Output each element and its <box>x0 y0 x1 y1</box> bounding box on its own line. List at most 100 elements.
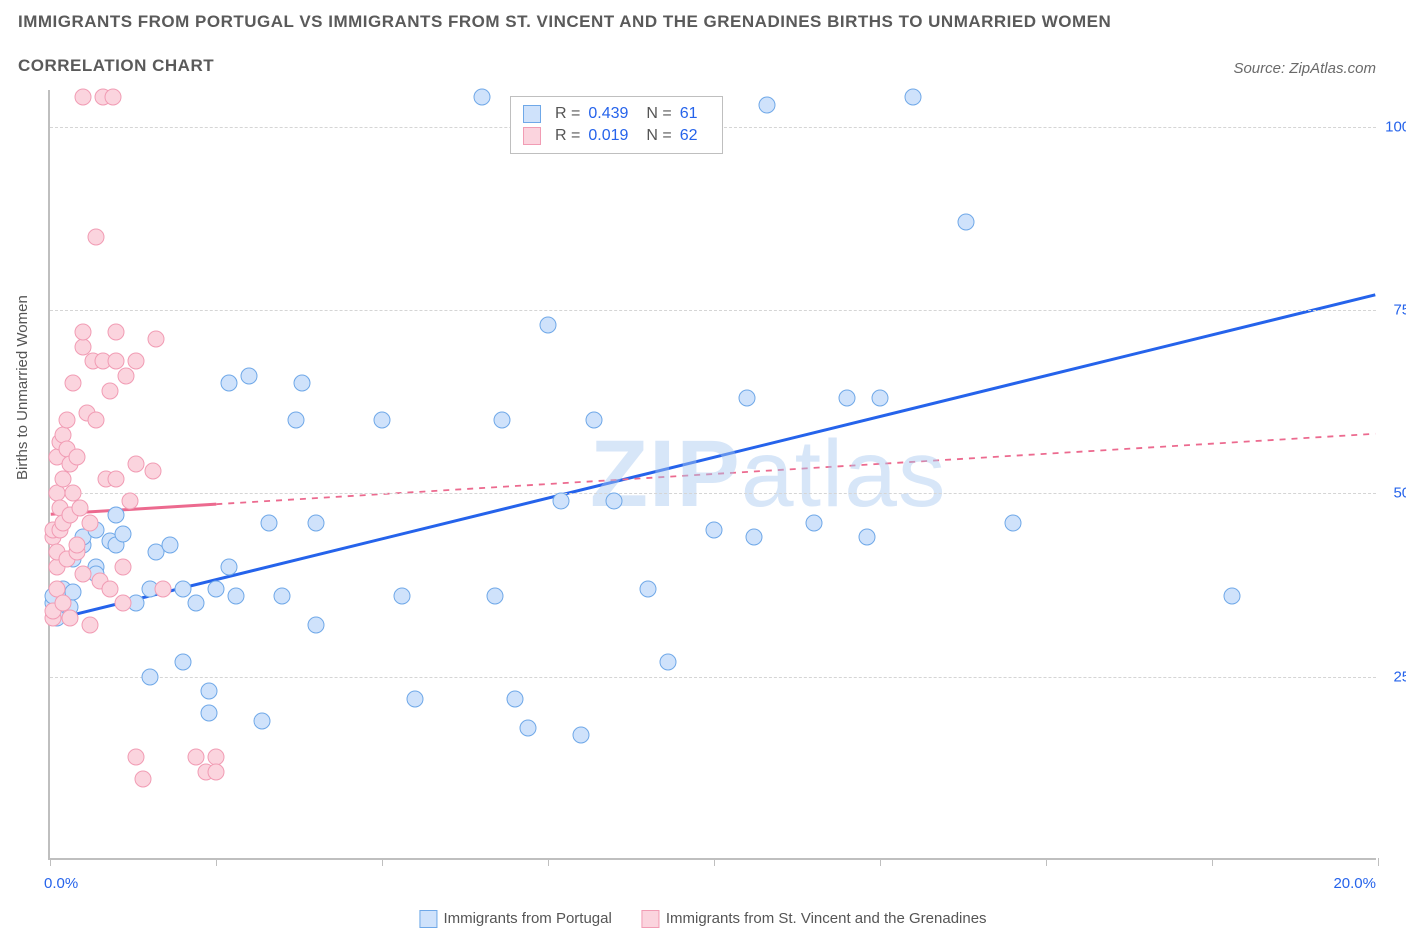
data-point <box>739 390 756 407</box>
y-tick-label: 100.0% <box>1381 118 1406 135</box>
data-point <box>374 412 391 429</box>
gridline <box>50 310 1376 311</box>
x-tick-label-max: 20.0% <box>1333 875 1376 892</box>
chart-plot-area: ZIPatlas 25.0%50.0%75.0%100.0% <box>48 90 1376 860</box>
data-point <box>108 470 125 487</box>
data-point <box>486 588 503 605</box>
data-point <box>221 375 238 392</box>
data-point <box>134 771 151 788</box>
data-point <box>745 529 762 546</box>
data-point <box>393 588 410 605</box>
x-tick-label-min: 0.0% <box>44 875 78 892</box>
gridline <box>50 493 1376 494</box>
n-label: N = <box>646 105 671 123</box>
data-point <box>174 580 191 597</box>
data-point <box>65 375 82 392</box>
data-point <box>307 617 324 634</box>
data-point <box>659 654 676 671</box>
n-value: 61 <box>680 105 710 123</box>
legend-swatch <box>419 910 437 928</box>
data-point <box>101 382 118 399</box>
data-point <box>639 580 656 597</box>
data-point <box>540 316 557 333</box>
n-value: 62 <box>680 127 710 145</box>
legend-swatch <box>642 910 660 928</box>
data-point <box>88 412 105 429</box>
data-point <box>294 375 311 392</box>
data-point <box>88 228 105 245</box>
data-point <box>506 690 523 707</box>
data-point <box>121 492 138 509</box>
data-point <box>307 514 324 531</box>
data-point <box>254 712 271 729</box>
data-point <box>905 89 922 106</box>
data-point <box>520 720 537 737</box>
data-point <box>108 324 125 341</box>
data-point <box>154 580 171 597</box>
x-tick <box>216 858 217 866</box>
data-point <box>58 412 75 429</box>
x-tick <box>382 858 383 866</box>
data-point <box>201 705 218 722</box>
series-legend-item: Immigrants from Portugal <box>419 910 611 928</box>
data-point <box>573 727 590 744</box>
data-point <box>68 536 85 553</box>
data-point <box>188 595 205 612</box>
chart-title-line1: IMMIGRANTS FROM PORTUGAL VS IMMIGRANTS F… <box>18 12 1111 32</box>
data-point <box>208 764 225 781</box>
data-point <box>958 214 975 231</box>
data-point <box>261 514 278 531</box>
x-tick <box>714 858 715 866</box>
data-point <box>493 412 510 429</box>
x-tick <box>1046 858 1047 866</box>
x-tick <box>50 858 51 866</box>
data-point <box>161 536 178 553</box>
data-point <box>75 566 92 583</box>
data-point <box>144 463 161 480</box>
data-point <box>759 96 776 113</box>
data-point <box>838 390 855 407</box>
data-point <box>101 580 118 597</box>
data-point <box>174 654 191 671</box>
y-tick-label: 25.0% <box>1381 668 1406 685</box>
data-point <box>81 617 98 634</box>
r-value: 0.439 <box>588 105 638 123</box>
series-legend: Immigrants from Portugal Immigrants from … <box>419 910 986 928</box>
data-point <box>68 448 85 465</box>
r-label: R = <box>555 105 580 123</box>
data-point <box>141 668 158 685</box>
data-point <box>241 368 258 385</box>
n-label: N = <box>646 127 671 145</box>
data-point <box>115 595 132 612</box>
data-point <box>407 690 424 707</box>
data-point <box>105 89 122 106</box>
watermark: ZIPatlas <box>590 420 946 529</box>
r-value: 0.019 <box>588 127 638 145</box>
data-point <box>128 456 145 473</box>
source-label: Source: ZipAtlas.com <box>1233 60 1376 77</box>
watermark-bold: ZIP <box>590 421 741 527</box>
legend-swatch <box>523 105 541 123</box>
data-point <box>81 514 98 531</box>
correlation-legend: R = 0.439 N = 61 R = 0.019 N = 62 <box>510 96 723 154</box>
data-point <box>75 89 92 106</box>
x-tick <box>880 858 881 866</box>
data-point <box>108 507 125 524</box>
data-point <box>287 412 304 429</box>
data-point <box>872 390 889 407</box>
r-label: R = <box>555 127 580 145</box>
x-tick <box>1212 858 1213 866</box>
data-point <box>473 89 490 106</box>
chart-title-line2: CORRELATION CHART <box>18 56 214 76</box>
watermark-light: atlas <box>741 421 947 527</box>
data-point <box>221 558 238 575</box>
data-point <box>1223 588 1240 605</box>
data-point <box>227 588 244 605</box>
series-legend-label: Immigrants from Portugal <box>443 910 611 927</box>
gridline <box>50 677 1376 678</box>
data-point <box>606 492 623 509</box>
data-point <box>75 324 92 341</box>
data-point <box>128 749 145 766</box>
series-legend-item: Immigrants from St. Vincent and the Gren… <box>642 910 987 928</box>
trend-line <box>51 295 1376 620</box>
